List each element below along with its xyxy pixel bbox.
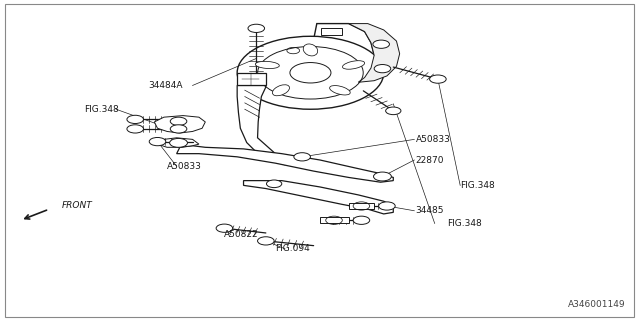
Text: 34485: 34485 xyxy=(415,206,444,215)
Circle shape xyxy=(429,75,446,83)
Text: FRONT: FRONT xyxy=(62,202,93,211)
Polygon shape xyxy=(349,203,374,209)
Text: A346001149: A346001149 xyxy=(568,300,626,309)
Polygon shape xyxy=(320,217,349,223)
Text: A50833: A50833 xyxy=(415,135,451,144)
Ellipse shape xyxy=(282,46,305,55)
Circle shape xyxy=(216,224,233,232)
Circle shape xyxy=(127,125,143,133)
Polygon shape xyxy=(237,85,288,165)
Polygon shape xyxy=(307,24,374,84)
Text: FIG.348: FIG.348 xyxy=(84,105,119,114)
Circle shape xyxy=(379,202,395,210)
Circle shape xyxy=(290,62,331,83)
Ellipse shape xyxy=(255,61,279,68)
Circle shape xyxy=(386,107,401,115)
Text: 34484A: 34484A xyxy=(148,81,183,90)
Circle shape xyxy=(170,125,187,133)
Ellipse shape xyxy=(303,44,317,56)
Circle shape xyxy=(374,65,391,73)
Circle shape xyxy=(170,139,188,147)
Text: FIG.348: FIG.348 xyxy=(447,219,482,228)
Circle shape xyxy=(248,24,264,32)
FancyBboxPatch shape xyxy=(321,28,342,35)
Ellipse shape xyxy=(330,85,350,95)
Circle shape xyxy=(149,138,166,146)
Circle shape xyxy=(373,40,390,48)
Text: 22870: 22870 xyxy=(415,156,444,164)
Circle shape xyxy=(257,237,274,245)
Circle shape xyxy=(170,117,187,125)
FancyBboxPatch shape xyxy=(237,73,266,85)
Text: A50822: A50822 xyxy=(225,230,259,239)
Circle shape xyxy=(266,180,282,188)
Text: FIG.348: FIG.348 xyxy=(460,181,495,190)
Polygon shape xyxy=(177,146,394,182)
Polygon shape xyxy=(157,138,199,147)
Circle shape xyxy=(237,36,384,109)
Polygon shape xyxy=(349,24,399,82)
Circle shape xyxy=(294,153,310,161)
Polygon shape xyxy=(244,180,394,214)
Ellipse shape xyxy=(342,61,365,69)
Circle shape xyxy=(374,172,392,181)
Circle shape xyxy=(353,216,370,224)
Text: FIG.094: FIG.094 xyxy=(275,244,310,253)
Ellipse shape xyxy=(273,85,289,96)
Circle shape xyxy=(127,115,143,124)
Polygon shape xyxy=(154,116,205,133)
Text: A50833: A50833 xyxy=(167,162,202,171)
